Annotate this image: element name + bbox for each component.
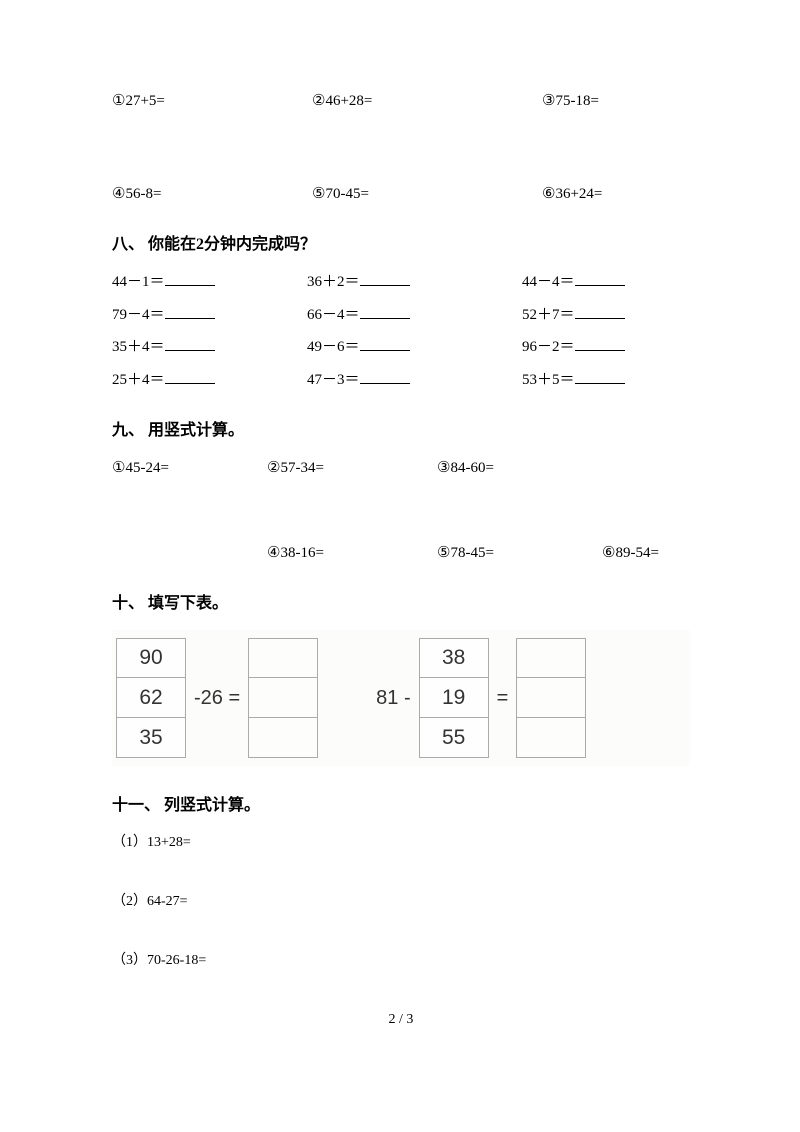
answer-cell[interactable]: [516, 638, 586, 678]
problem-text: 66－4＝: [307, 307, 360, 323]
problem-row: ④56-8= ⑤70-45= ⑥36+24=: [112, 183, 690, 206]
problem: 47－3＝: [307, 369, 522, 392]
answer-blank[interactable]: [165, 336, 215, 351]
section-heading-9: 九、 用竖式计算。: [112, 419, 690, 443]
problem-row: 25＋4＝ 47－3＝ 53＋5＝: [112, 369, 690, 392]
answer-blank[interactable]: [165, 369, 215, 384]
problem-text: 79－4＝: [112, 307, 165, 323]
answer-blank[interactable]: [165, 304, 215, 319]
problem: 25＋4＝: [112, 369, 307, 392]
problem-row: ④38-16= ⑤78-45= ⑥89-54=: [112, 542, 690, 565]
section-heading-8: 八、 你能在2分钟内完成吗？: [112, 233, 690, 257]
answer-blank[interactable]: [165, 271, 215, 286]
problem-row: ①27+5= ②46+28= ③75-18=: [112, 90, 690, 113]
problem: 44－1＝: [112, 271, 307, 294]
answer-blank[interactable]: [360, 369, 410, 384]
problem: ⑥36+24=: [542, 183, 690, 206]
table-cell: 62: [116, 678, 186, 718]
table-block-right: 81 - 38 19 55 =: [368, 638, 586, 758]
problem: ④56-8=: [112, 183, 312, 206]
problem: ③75-18=: [542, 90, 690, 113]
answer-cell[interactable]: [248, 678, 318, 718]
problem-text: 35＋4＝: [112, 339, 165, 355]
problem: 49－6＝: [307, 336, 522, 359]
problem-text: 36＋2＝: [307, 274, 360, 290]
answer-cell[interactable]: [516, 718, 586, 758]
problem: [112, 542, 267, 565]
operator-text: =: [497, 683, 509, 713]
answer-blank[interactable]: [360, 336, 410, 351]
answer-cell[interactable]: [516, 678, 586, 718]
answer-blank[interactable]: [575, 336, 625, 351]
problem-text: 47－3＝: [307, 372, 360, 388]
answer-blank[interactable]: [360, 271, 410, 286]
table-cell: 38: [419, 638, 489, 678]
table-cell: 55: [419, 718, 489, 758]
section-heading-11: 十一、 列竖式计算。: [112, 794, 690, 818]
answer-cell[interactable]: [248, 718, 318, 758]
answer-blank[interactable]: [575, 304, 625, 319]
problem: ①27+5=: [112, 90, 312, 113]
problem: ④38-16=: [267, 542, 437, 565]
problem: 53＋5＝: [522, 369, 690, 392]
operator-text: -26 =: [194, 683, 240, 713]
problem-text: 52＋7＝: [522, 307, 575, 323]
problem: ⑥89-54=: [602, 542, 690, 565]
problem: 66－4＝: [307, 304, 522, 327]
table-cell: 90: [116, 638, 186, 678]
problem: 36＋2＝: [307, 271, 522, 294]
problem-row: ①45-24= ②57-34= ③84-60=: [112, 457, 690, 480]
problem-text: 53＋5＝: [522, 372, 575, 388]
table-column: 90 62 35: [116, 638, 186, 758]
problem-text: 96－2＝: [522, 339, 575, 355]
answer-blank[interactable]: [575, 369, 625, 384]
table-block-left: 90 62 35 -26 =: [116, 638, 318, 758]
problem: 79－4＝: [112, 304, 307, 327]
problem-text: 44－4＝: [522, 274, 575, 290]
table-cell: 19: [419, 678, 489, 718]
problem: 96－2＝: [522, 336, 690, 359]
problem: （2）64-27=: [112, 891, 690, 912]
section-heading-10: 十、 填写下表。: [112, 592, 690, 616]
table-column: 38 19 55: [419, 638, 489, 758]
operator-text: 81 -: [376, 683, 410, 713]
problem: ⑤78-45=: [437, 542, 602, 565]
answer-cell[interactable]: [248, 638, 318, 678]
table-column: [248, 638, 318, 758]
answer-blank[interactable]: [360, 304, 410, 319]
problem-text: 25＋4＝: [112, 372, 165, 388]
table-problem-area: 90 62 35 -26 = 81 - 38 19 55 =: [112, 630, 690, 766]
problem: ②46+28=: [312, 90, 542, 113]
answer-blank[interactable]: [575, 271, 625, 286]
problem-text: 44－1＝: [112, 274, 165, 290]
problem: ②57-34=: [267, 457, 437, 480]
problem: 52＋7＝: [522, 304, 690, 327]
problem: 44－4＝: [522, 271, 690, 294]
table-column: [516, 638, 586, 758]
problem: （3）70-26-18=: [112, 950, 690, 971]
problem: 35＋4＝: [112, 336, 307, 359]
page-footer: 2 / 3: [112, 1009, 690, 1030]
problem: ⑤70-45=: [312, 183, 542, 206]
problem-text: 49－6＝: [307, 339, 360, 355]
problem: ①45-24=: [112, 457, 267, 480]
problem: （1）13+28=: [112, 832, 690, 853]
table-cell: 35: [116, 718, 186, 758]
problem-row: 79－4＝ 66－4＝ 52＋7＝: [112, 304, 690, 327]
problem-row: 44－1＝ 36＋2＝ 44－4＝: [112, 271, 690, 294]
problem: ③84-60=: [437, 457, 602, 480]
problem-row: 35＋4＝ 49－6＝ 96－2＝: [112, 336, 690, 359]
